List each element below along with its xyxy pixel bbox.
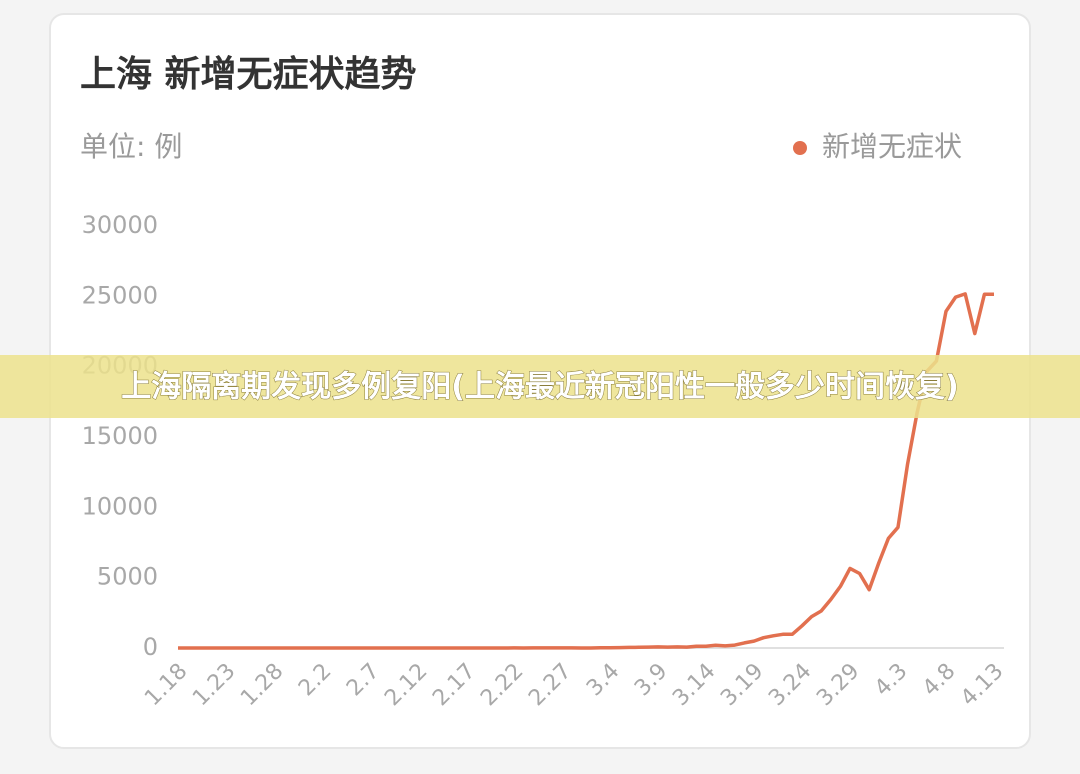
overlay-text: 上海隔离期发现多例复阳(上海最近新冠阳性一般多少时间恢复) xyxy=(121,370,958,405)
y-tick-label: 25000 xyxy=(82,281,158,309)
y-tick-label: 10000 xyxy=(82,492,158,520)
legend-marker xyxy=(793,141,807,155)
y-tick-label: 0 xyxy=(143,633,158,661)
y-tick-label: 5000 xyxy=(97,563,158,591)
data-line xyxy=(178,292,994,650)
y-tick-label: 30000 xyxy=(82,211,158,239)
legend-label: 新增无症状 xyxy=(822,130,962,163)
y-tick-label: 15000 xyxy=(82,422,158,450)
chart-subtitle: 单位: 例 xyxy=(80,130,182,163)
overlay-banner xyxy=(0,355,1080,418)
chart-title: 上海 新增无症状趋势 xyxy=(80,54,417,95)
